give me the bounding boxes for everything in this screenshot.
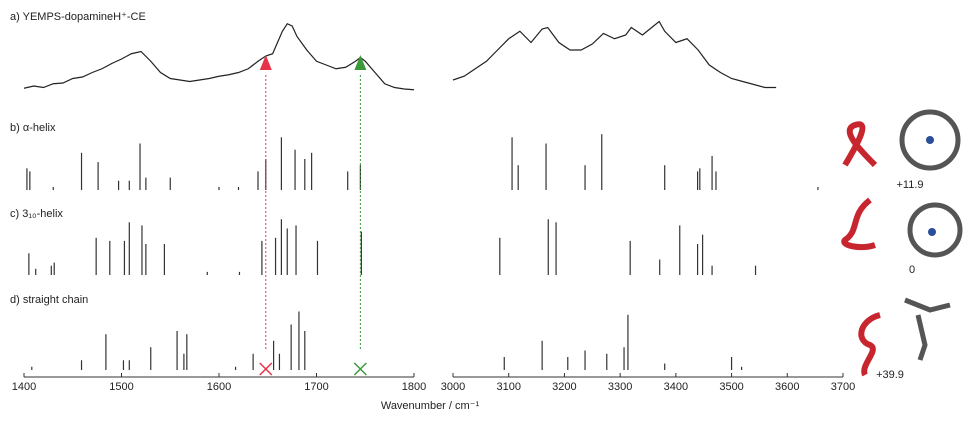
x-tick-label: 3000	[441, 381, 465, 393]
x-tick-label: 3400	[664, 381, 688, 393]
panel-title: b) α-helix	[10, 122, 56, 134]
highlight-peak	[259, 55, 272, 70]
panel-title: c) 3₁₀-helix	[10, 208, 63, 220]
structure-alpha	[842, 109, 961, 171]
x-tick-label: 1600	[207, 381, 231, 393]
panel-title: a) YEMPS-dopamineH⁺-CE	[10, 11, 146, 23]
x-tick-label: 1400	[12, 381, 36, 393]
structure-310	[841, 197, 963, 258]
energy-label: 0	[909, 264, 915, 276]
spectrum-line	[452, 20, 777, 89]
x-tick-label: 3500	[719, 381, 743, 393]
x-tick-label: 1800	[402, 381, 426, 393]
x-tick-label: 3700	[831, 381, 855, 393]
x-tick-label: 3200	[552, 381, 576, 393]
spectrum-line	[23, 22, 415, 91]
x-tick-label: 3100	[496, 381, 520, 393]
x-tick-label: 3300	[608, 381, 632, 393]
energy-label: +39.9	[876, 369, 904, 381]
structure-straight	[858, 297, 951, 377]
highlight-peak	[354, 55, 367, 70]
x-tick-label: 3600	[775, 381, 799, 393]
highlight-cross	[353, 362, 367, 376]
energy-label: +11.9	[896, 179, 923, 191]
x-axis-label: Wavenumber / cm⁻¹	[381, 400, 480, 412]
x-tick-label: 1700	[304, 381, 328, 393]
x-tick-label: 1500	[109, 381, 133, 393]
highlight-cross	[259, 362, 273, 376]
panel-title: d) straight chain	[10, 294, 88, 306]
